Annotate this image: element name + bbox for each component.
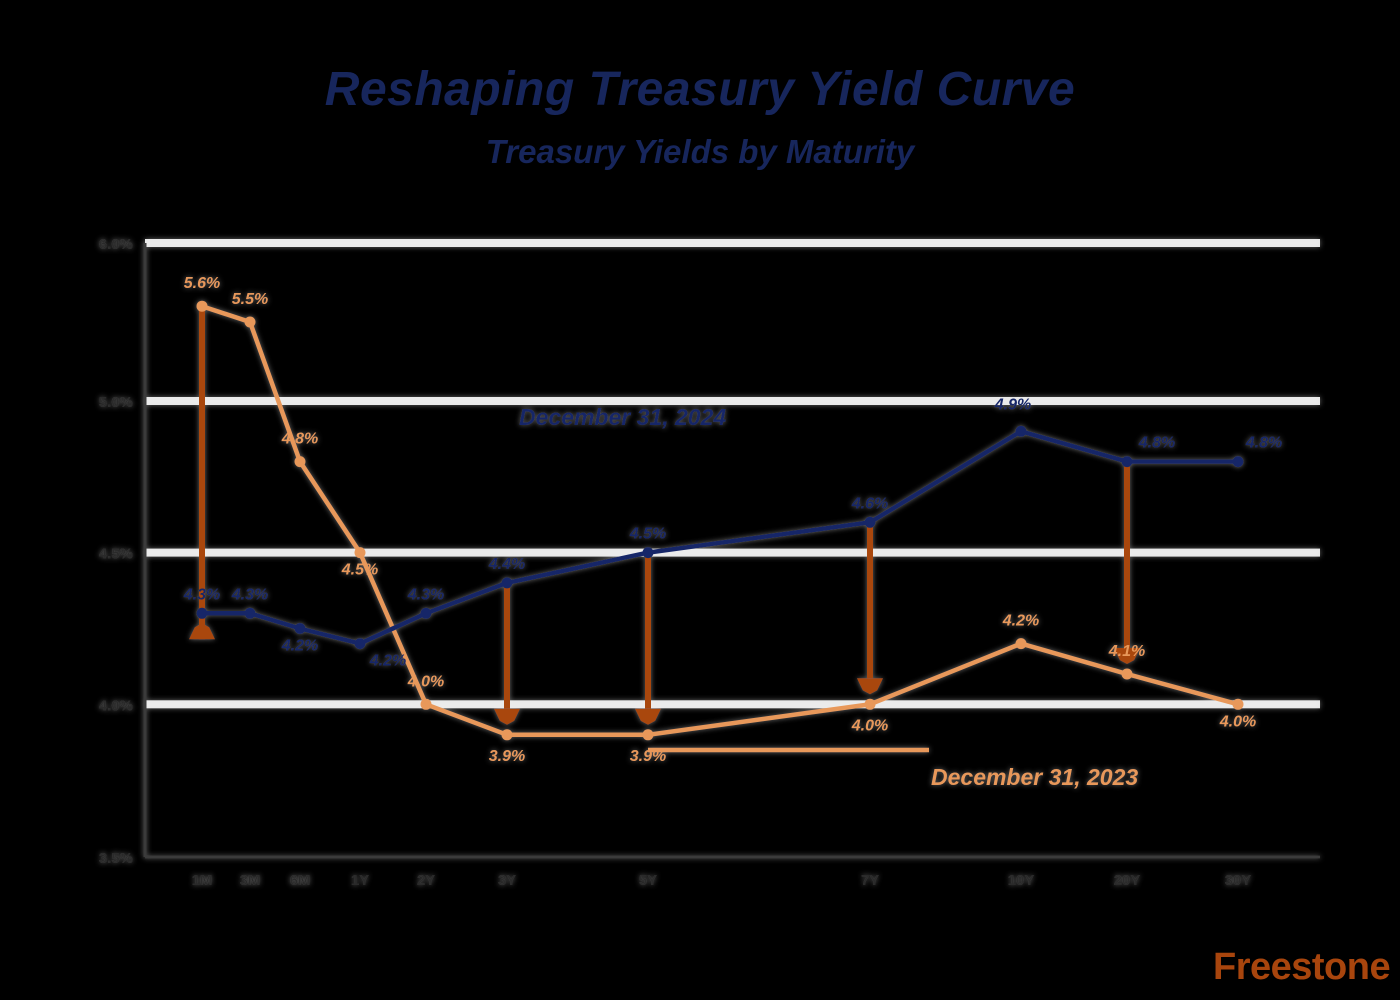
svg-text:3.5%: 3.5% bbox=[99, 850, 133, 867]
svg-text:6M: 6M bbox=[290, 872, 311, 889]
svg-text:3Y: 3Y bbox=[498, 872, 516, 889]
svg-text:4.2%: 4.2% bbox=[1002, 613, 1039, 630]
svg-text:10Y: 10Y bbox=[1008, 872, 1035, 889]
svg-text:December 31, 2023: December 31, 2023 bbox=[931, 764, 1138, 790]
svg-text:4.8%: 4.8% bbox=[1138, 435, 1175, 452]
svg-text:4.0%: 4.0% bbox=[1219, 713, 1256, 730]
svg-text:20Y: 20Y bbox=[1114, 872, 1141, 889]
svg-text:4.5%: 4.5% bbox=[99, 546, 133, 563]
svg-text:4.3%: 4.3% bbox=[231, 586, 268, 603]
svg-text:4.2%: 4.2% bbox=[369, 653, 406, 670]
svg-text:1Y: 1Y bbox=[351, 872, 369, 889]
svg-text:1M: 1M bbox=[192, 872, 213, 889]
svg-text:4.2%: 4.2% bbox=[281, 638, 318, 655]
svg-text:3M: 3M bbox=[240, 872, 261, 889]
svg-text:4.3%: 4.3% bbox=[183, 586, 220, 603]
svg-text:3.9%: 3.9% bbox=[489, 748, 525, 765]
svg-text:4.8%: 4.8% bbox=[281, 431, 318, 448]
svg-text:5.6%: 5.6% bbox=[184, 275, 220, 292]
svg-text:4.5%: 4.5% bbox=[341, 562, 378, 579]
svg-text:December 31, 2024: December 31, 2024 bbox=[519, 404, 726, 430]
svg-text:4.0%: 4.0% bbox=[99, 697, 133, 714]
svg-text:4.3%: 4.3% bbox=[407, 586, 444, 603]
svg-text:2Y: 2Y bbox=[417, 872, 435, 889]
svg-text:4.5%: 4.5% bbox=[629, 526, 666, 543]
svg-text:6.0%: 6.0% bbox=[99, 236, 133, 253]
svg-text:4.0%: 4.0% bbox=[407, 673, 444, 690]
svg-text:5.0%: 5.0% bbox=[99, 394, 133, 411]
svg-text:4.1%: 4.1% bbox=[1108, 643, 1145, 660]
svg-text:7Y: 7Y bbox=[861, 872, 879, 889]
svg-text:5.5%: 5.5% bbox=[232, 291, 268, 308]
svg-text:4.0%: 4.0% bbox=[851, 717, 888, 734]
svg-text:4.4%: 4.4% bbox=[488, 556, 525, 573]
svg-text:30Y: 30Y bbox=[1225, 872, 1252, 889]
svg-text:4.6%: 4.6% bbox=[851, 495, 888, 512]
svg-text:4.9%: 4.9% bbox=[994, 396, 1031, 413]
svg-text:4.8%: 4.8% bbox=[1245, 435, 1282, 452]
svg-text:5Y: 5Y bbox=[639, 872, 657, 889]
